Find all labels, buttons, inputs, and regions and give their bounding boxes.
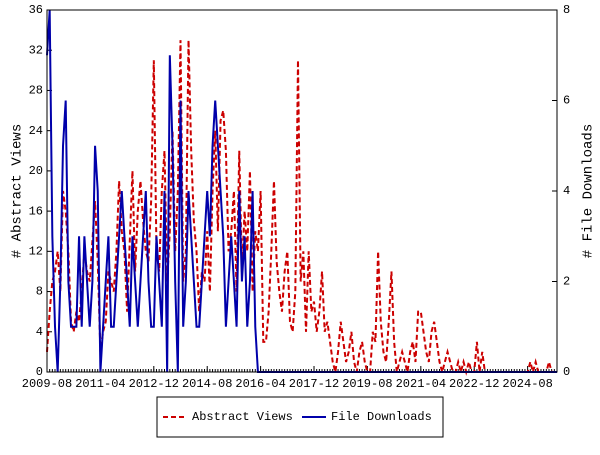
y-tick-label: 20	[29, 164, 43, 178]
y2-tick-label: 4	[563, 184, 570, 198]
y-tick-label: 12	[29, 245, 43, 259]
plot-frame	[46, 9, 558, 373]
legend-label: Abstract Views	[192, 410, 293, 424]
legend-label: File Downloads	[331, 410, 432, 424]
y2-tick-label: 2	[563, 275, 570, 289]
x-tick-label: 2016-04	[235, 377, 285, 391]
legend-box	[156, 396, 444, 438]
y-tick-label: 4	[36, 325, 43, 339]
x-tick-label: 2022-12	[449, 377, 499, 391]
y2-tick-label: 6	[563, 94, 570, 108]
x-tick-label: 2011-04	[75, 377, 125, 391]
y-axis-title: # Abstract Views	[10, 124, 26, 258]
x-tick-label: 2012-12	[129, 377, 179, 391]
y-tick-label: 8	[36, 285, 43, 299]
y-tick-label: 16	[29, 204, 43, 218]
y-tick-label: 24	[29, 124, 43, 138]
x-tick-label: 2009-08	[22, 377, 72, 391]
y-tick-label: 36	[29, 3, 43, 17]
y-tick-label: 28	[29, 84, 43, 98]
y2-tick-label: 8	[563, 3, 570, 17]
y-tick-label: 0	[36, 365, 43, 379]
x-tick-label: 2019-08	[342, 377, 392, 391]
x-tick-label: 2017-12	[289, 377, 339, 391]
x-tick-label: 2021-04	[396, 377, 446, 391]
x-tick-label: 2014-08	[182, 377, 232, 391]
series-line	[46, 9, 557, 373]
y2-axis-title: # File Downloads	[581, 124, 597, 258]
y2-tick-label: 0	[563, 365, 570, 379]
x-tick-label: 2024-08	[502, 377, 552, 391]
y-tick-label: 32	[29, 43, 43, 57]
